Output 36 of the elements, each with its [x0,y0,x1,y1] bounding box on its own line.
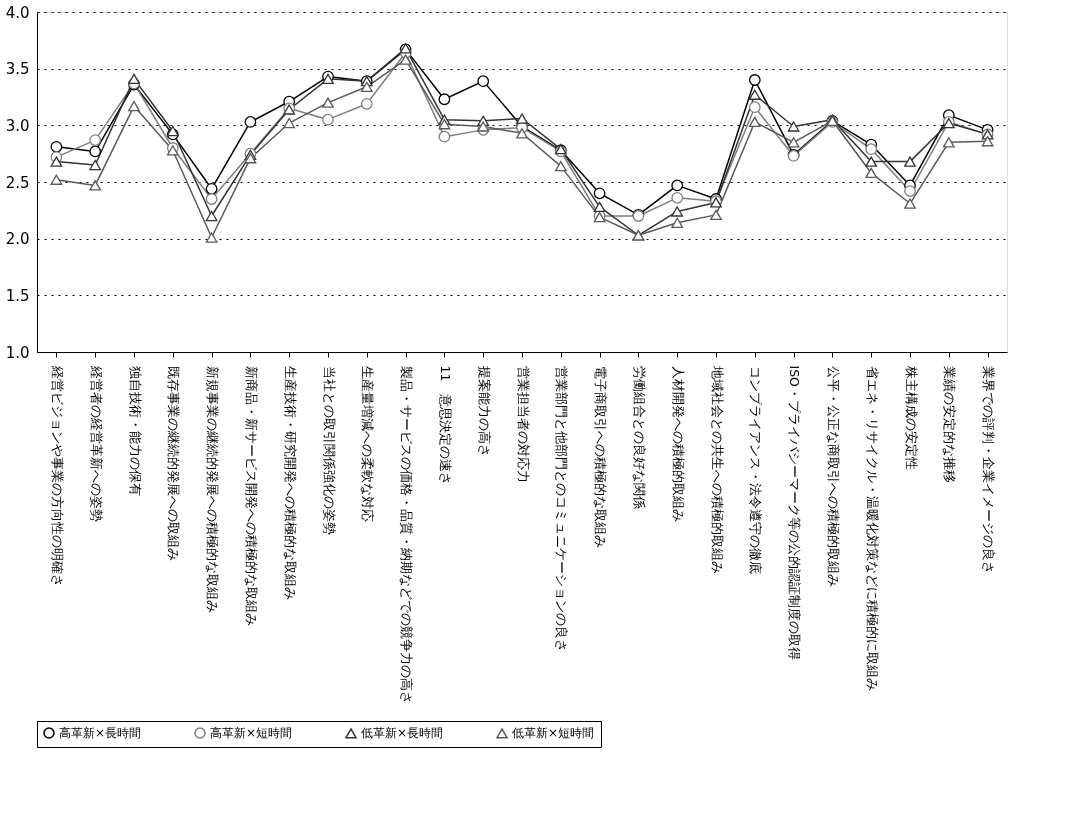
x-tick-label: 当社との取引関係強化の姿勢 [321,365,337,535]
y-tick-label: 1.5 [5,286,30,305]
legend-label: 低革新×短時間 [512,726,595,741]
x-tick-label: 公平・公正な商取引への積極的取組み [825,365,841,587]
x-tick-label: 営業担当者の対応力 [515,365,531,483]
x-tick-label: 労働組合との良好な関係 [631,365,647,509]
x-tick-label: 省エネ・リサイクル・温暖化対策などに積極的に取組み [864,365,880,691]
x-tick-label: 経営者の経営革新への姿勢 [88,364,104,522]
legend-label: 高革新×短時間 [210,726,293,740]
x-tick-label: 生産量増減への柔軟な対応 [360,365,376,522]
x-tick-label: 営業部門と他部門とのコミュニケーションの良さ [554,365,570,652]
x-tick-label: 新商品・新サービス開発への積極的な取組み [243,365,259,626]
legend-label: 低革新×長時間 [361,726,444,741]
y-tick-label: 3.5 [5,60,30,79]
x-tick-label: 業績の安定的な推移 [942,365,958,483]
x-tick-label: 提案能力の高さ [476,365,492,457]
x-tick-label: 業界での評判・企業イメージの良さ [981,365,997,574]
x-tick-label: 人材開発への積極的取組み [670,365,686,522]
y-tick-label: 2.0 [5,230,30,249]
x-tick-label: 独自技術・能力の保有 [127,365,143,496]
legend-label: 高革新×長時間 [59,726,142,740]
y-tick-label: 1.0 [5,343,30,362]
y-tick-label: 3.0 [5,116,30,135]
x-tick-label: コンプライアンス・法令遵守の徹底 [748,365,764,574]
x-tick-label: 11 意思決定の速さ [437,365,453,486]
x-tick-label: ISO・プライバシーマーク等の公的認証制度の取得 [787,365,803,660]
y-tick-label: 2.5 [5,173,30,192]
x-tick-label: 地域社会との共生への積極的取組み [709,364,725,574]
x-tick-label: 電子商取引への積極的な取組み [593,365,609,548]
x-tick-label: 株主構成の安定性 [903,364,919,470]
x-tick-label: 新規事業の継続的発展への積極的な取組み [205,365,221,613]
x-tick-label: 経営ビジョンや事業の方向性の明確さ [49,364,65,587]
y-tick-label: 4.0 [5,3,30,22]
x-tick-label: 製品・サービスの価格・品質・納期などでの競争力の高さ [399,365,415,704]
x-tick-label: 既存事業の継続的発展への取組み [166,365,182,561]
x-tick-label: 生産技術・研究開発への積極的な取組み [282,365,298,600]
